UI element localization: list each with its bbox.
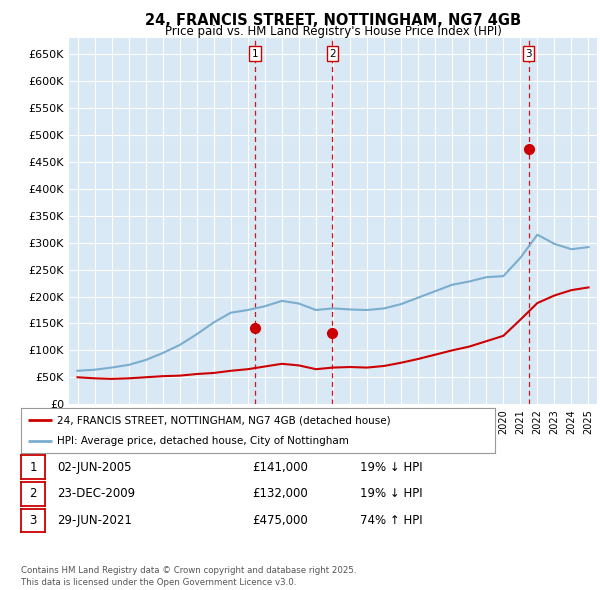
Text: £132,000: £132,000 xyxy=(252,487,308,500)
Text: 3: 3 xyxy=(29,514,37,527)
Text: 19% ↓ HPI: 19% ↓ HPI xyxy=(360,487,422,500)
Text: 02-JUN-2005: 02-JUN-2005 xyxy=(57,461,131,474)
Text: 23-DEC-2009: 23-DEC-2009 xyxy=(57,487,135,500)
Text: 74% ↑ HPI: 74% ↑ HPI xyxy=(360,514,422,527)
Text: 2: 2 xyxy=(329,48,336,58)
Text: Price paid vs. HM Land Registry's House Price Index (HPI): Price paid vs. HM Land Registry's House … xyxy=(164,25,502,38)
Text: 1: 1 xyxy=(251,48,259,58)
Text: 3: 3 xyxy=(526,48,532,58)
Text: £475,000: £475,000 xyxy=(252,514,308,527)
Text: 29-JUN-2021: 29-JUN-2021 xyxy=(57,514,132,527)
Text: 24, FRANCIS STREET, NOTTINGHAM, NG7 4GB: 24, FRANCIS STREET, NOTTINGHAM, NG7 4GB xyxy=(145,13,521,28)
Text: 24, FRANCIS STREET, NOTTINGHAM, NG7 4GB (detached house): 24, FRANCIS STREET, NOTTINGHAM, NG7 4GB … xyxy=(56,415,390,425)
Text: 1: 1 xyxy=(29,461,37,474)
Text: Contains HM Land Registry data © Crown copyright and database right 2025.
This d: Contains HM Land Registry data © Crown c… xyxy=(21,566,356,587)
Text: £141,000: £141,000 xyxy=(252,461,308,474)
Text: HPI: Average price, detached house, City of Nottingham: HPI: Average price, detached house, City… xyxy=(56,435,349,445)
Text: 2: 2 xyxy=(29,487,37,500)
Text: 19% ↓ HPI: 19% ↓ HPI xyxy=(360,461,422,474)
